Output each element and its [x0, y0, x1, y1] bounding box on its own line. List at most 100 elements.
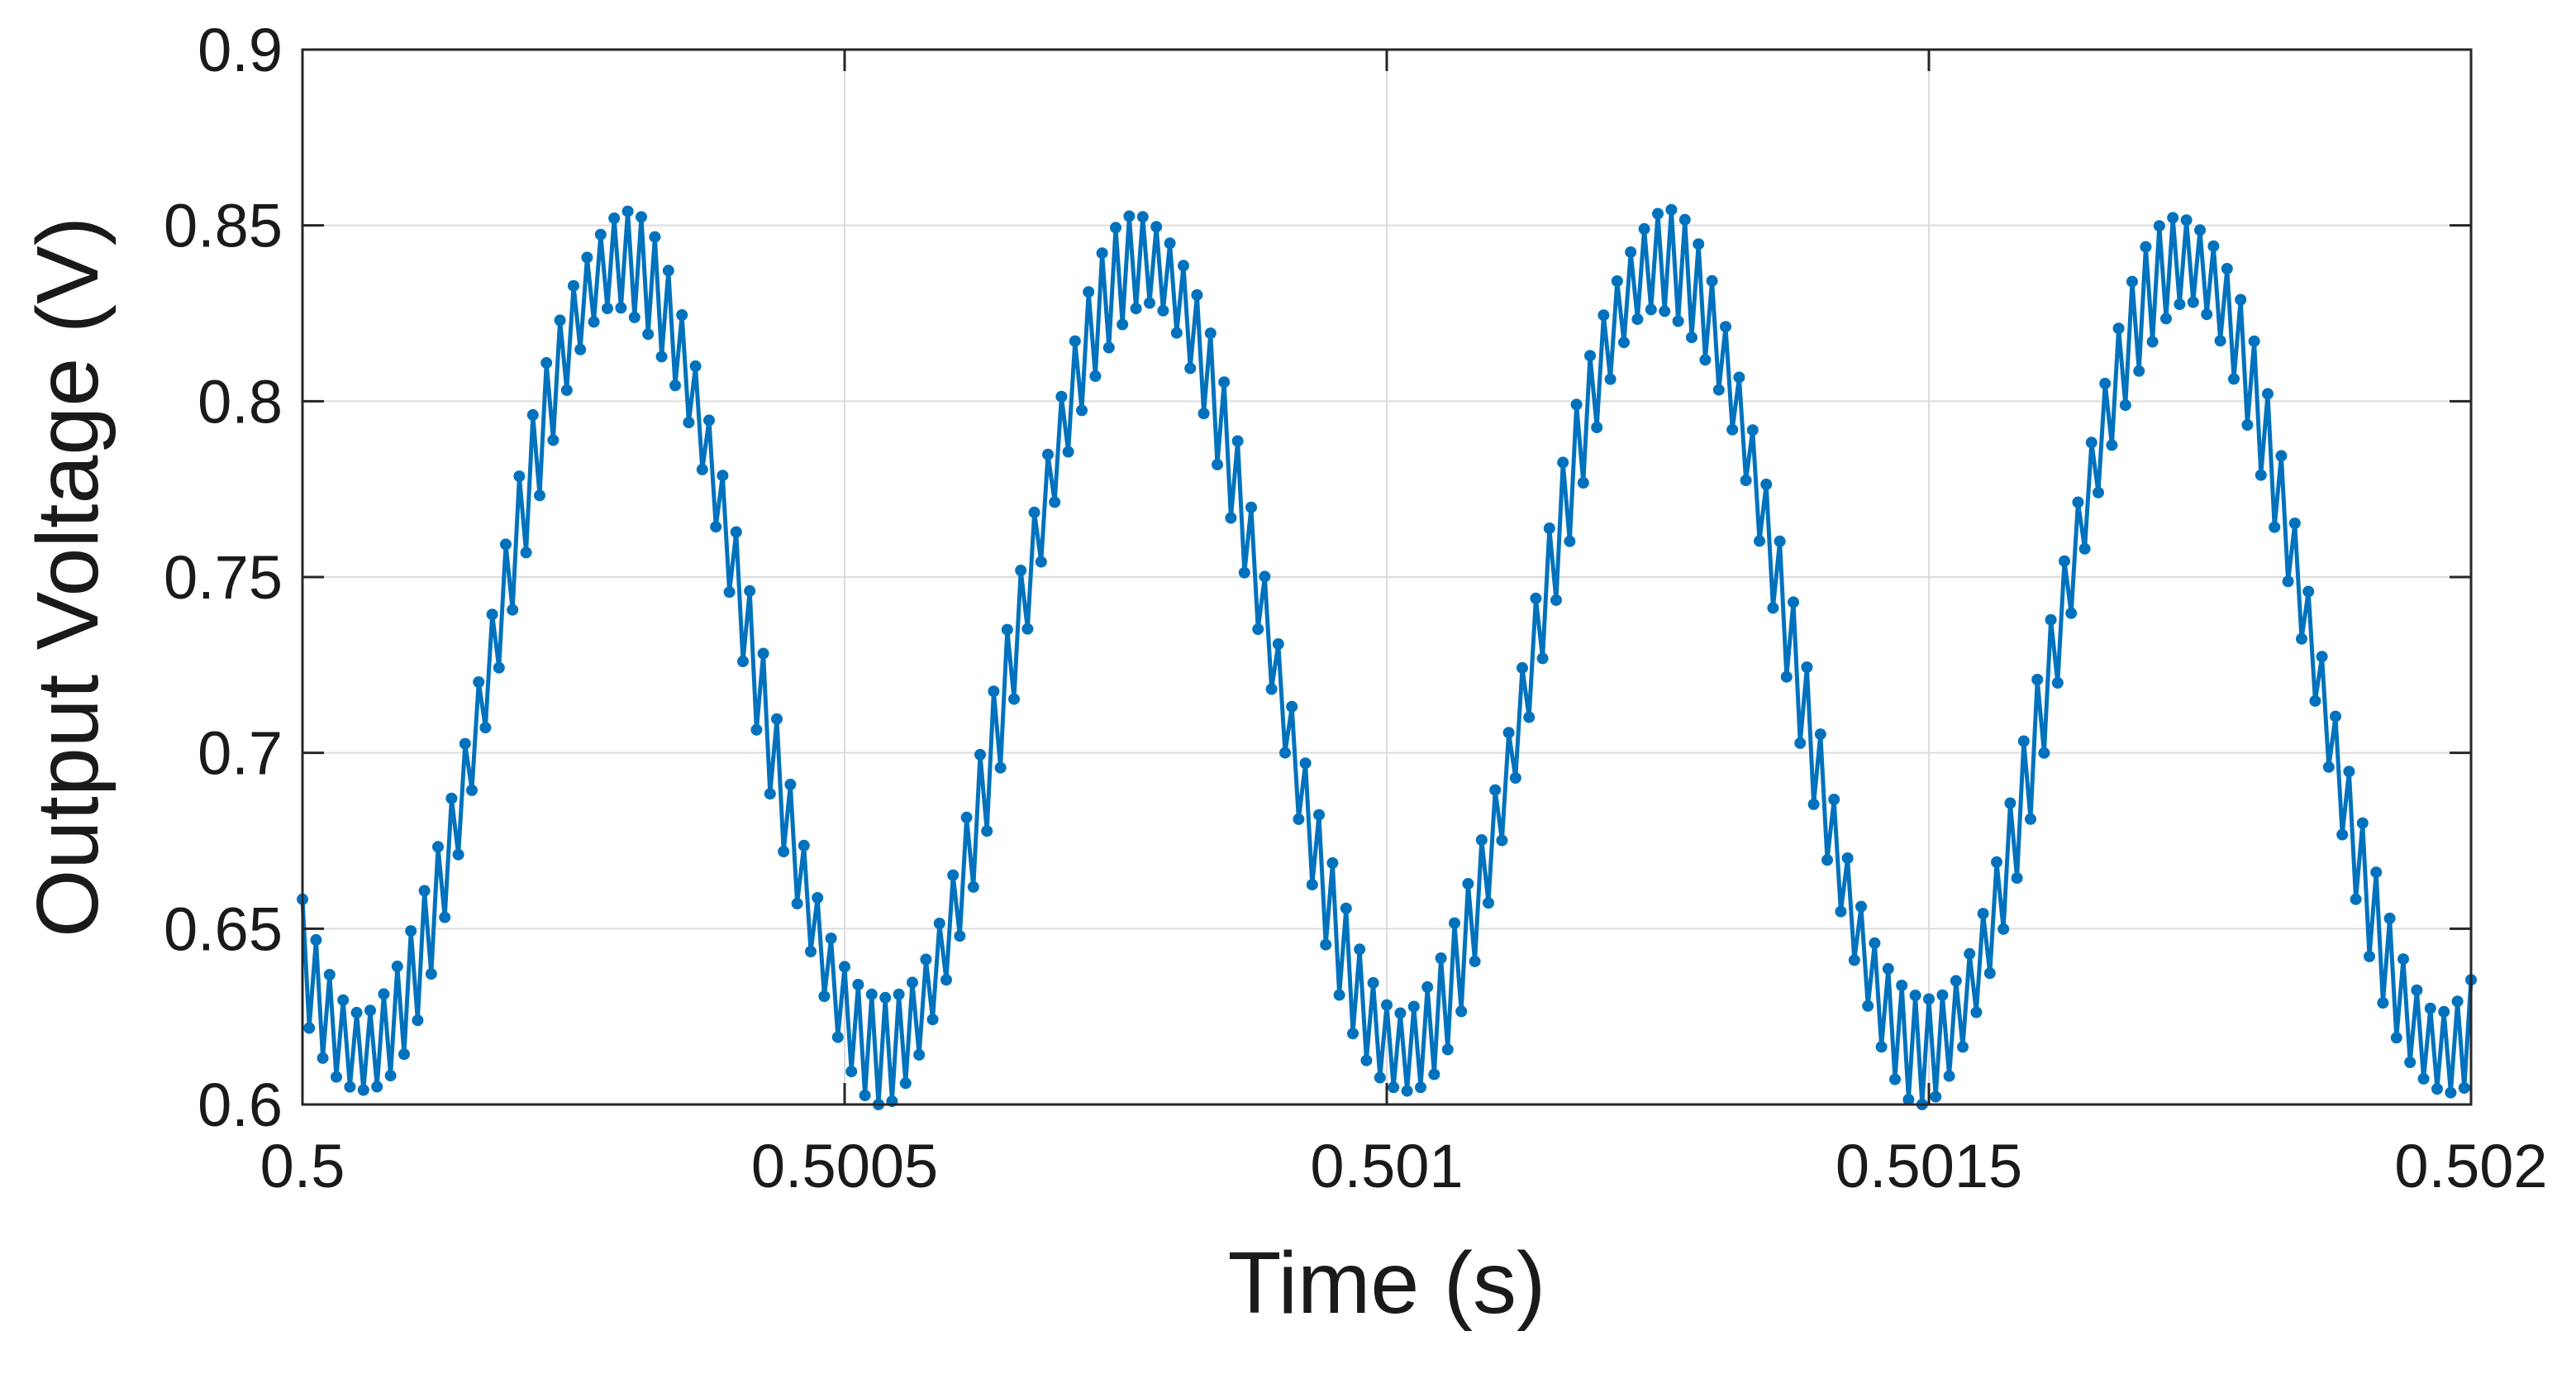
data-point — [1936, 989, 1949, 1001]
data-point — [1788, 596, 1799, 608]
x-tick-label: 0.5 — [260, 1132, 345, 1200]
data-point — [1841, 852, 1854, 864]
data-point — [750, 723, 763, 736]
data-point — [1604, 373, 1617, 385]
data-point — [1638, 222, 1650, 235]
data-point — [2201, 308, 2213, 321]
data-point — [1435, 952, 1447, 964]
data-point — [1964, 947, 1976, 960]
data-point — [676, 309, 688, 321]
data-point — [2397, 953, 2409, 966]
y-tick-label: 0.75 — [164, 543, 283, 612]
data-point — [1902, 1094, 1915, 1106]
data-point — [1598, 309, 1610, 322]
data-point — [594, 228, 607, 241]
data-point — [568, 279, 579, 292]
data-point — [981, 825, 993, 837]
data-point — [2106, 439, 2118, 451]
data-point — [2099, 377, 2112, 389]
data-point — [513, 470, 526, 483]
data-point — [662, 265, 674, 277]
data-point — [2207, 240, 2220, 252]
data-point — [710, 521, 722, 533]
data-point — [1096, 247, 1108, 260]
data-point — [615, 302, 627, 314]
data-point — [2282, 575, 2294, 588]
data-point — [2404, 1057, 2416, 1068]
data-point — [1212, 458, 1223, 470]
data-point — [2241, 419, 2254, 431]
data-point — [445, 792, 458, 804]
data-point — [1021, 623, 1034, 635]
data-point — [1313, 809, 1325, 821]
data-point — [337, 994, 350, 1006]
data-point — [2004, 797, 2017, 809]
data-point — [628, 311, 640, 323]
data-point — [1483, 897, 1494, 909]
data-point — [784, 778, 797, 790]
data-point — [1862, 999, 1874, 1012]
data-point — [1760, 478, 1773, 490]
data-point — [1774, 535, 1786, 547]
data-point — [812, 892, 824, 904]
data-point — [655, 351, 668, 363]
data-point — [778, 846, 790, 857]
data-point — [1848, 954, 1860, 966]
data-point — [1536, 652, 1549, 665]
data-point — [879, 991, 892, 1004]
data-point — [642, 328, 655, 341]
data-point — [1102, 341, 1115, 354]
data-point — [1401, 1085, 1413, 1097]
data-point — [2451, 995, 2464, 1008]
data-point — [859, 1090, 871, 1101]
series-markers — [297, 203, 2477, 1110]
data-point — [845, 1066, 858, 1078]
data-point — [2309, 694, 2321, 707]
data-point — [1475, 834, 1488, 846]
data-point — [926, 1014, 939, 1026]
data-point — [1354, 943, 1366, 956]
data-point — [1360, 1054, 1373, 1066]
data-point — [1652, 208, 1664, 220]
data-point — [1455, 1005, 1468, 1018]
data-point — [1265, 683, 1278, 695]
data-point — [602, 303, 613, 315]
data-point — [1198, 408, 1210, 420]
data-point — [1259, 570, 1271, 583]
data-point — [2322, 761, 2335, 773]
data-point — [723, 586, 736, 599]
data-point — [1407, 1000, 1420, 1013]
data-point — [1279, 747, 1291, 759]
data-point — [1659, 305, 1671, 317]
data-point — [1286, 700, 1298, 713]
data-point — [1509, 772, 1521, 784]
data-point — [1069, 335, 1081, 347]
data-point — [1089, 370, 1102, 382]
data-point — [831, 1031, 844, 1043]
data-point — [703, 414, 715, 427]
data-point — [1869, 937, 1881, 949]
data-point — [1028, 506, 1040, 518]
data-point — [2438, 1005, 2450, 1018]
data-point — [1983, 967, 1996, 980]
data-point — [947, 869, 959, 881]
data-point — [2383, 912, 2396, 924]
data-point — [2275, 450, 2288, 462]
data-point — [1367, 976, 1379, 989]
data-point — [1130, 303, 1142, 315]
data-point — [2093, 486, 2104, 499]
y-tick-label: 0.6 — [198, 1071, 283, 1139]
data-point — [473, 676, 485, 688]
data-point — [1191, 289, 1203, 301]
data-point — [1394, 1007, 1407, 1019]
data-point — [839, 961, 850, 973]
data-point — [2221, 263, 2233, 274]
data-point — [1780, 670, 1793, 683]
data-point — [1767, 602, 1779, 614]
data-point — [1008, 693, 1020, 705]
data-point — [1293, 813, 1305, 825]
data-point — [2377, 997, 2389, 1009]
data-point — [1347, 1028, 1359, 1040]
data-point — [1076, 404, 1088, 417]
